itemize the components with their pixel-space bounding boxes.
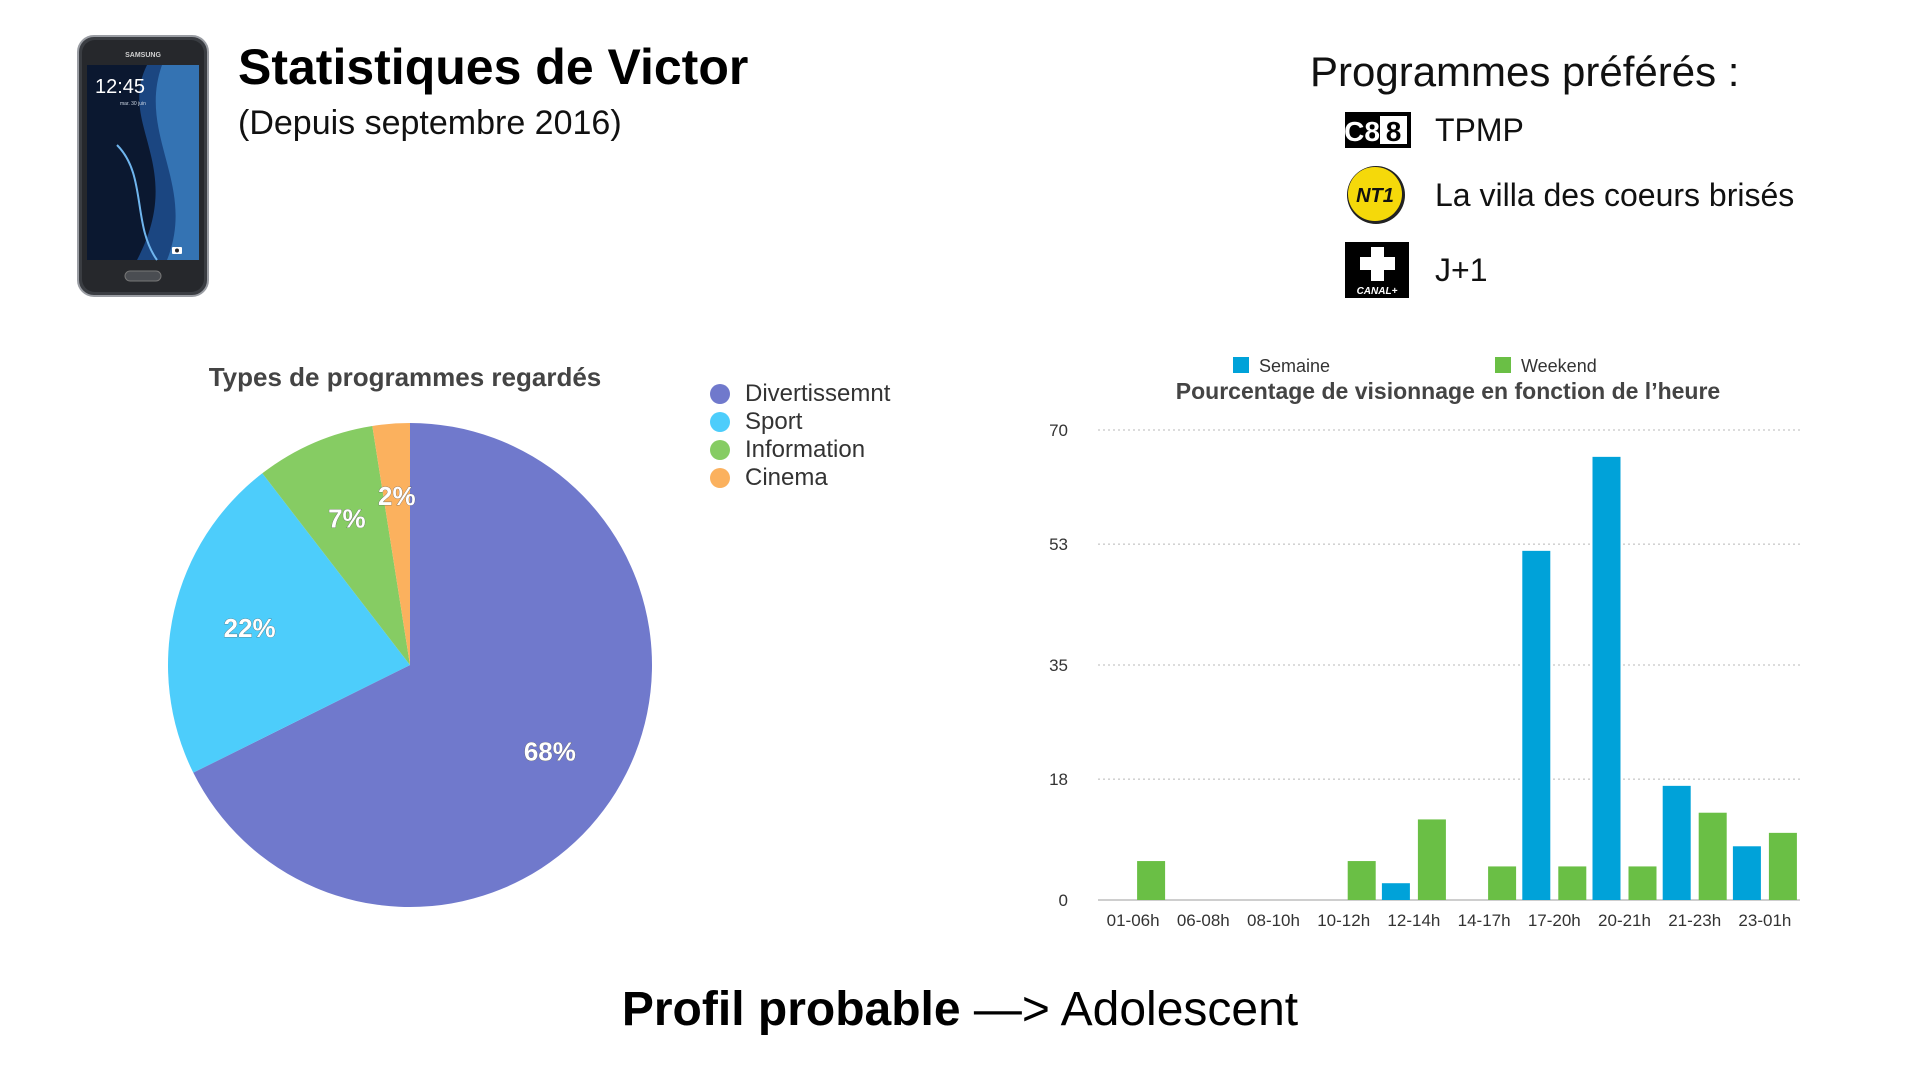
x-tick-label: 17-20h (1528, 911, 1581, 930)
favorite-item-tpmp: C8 8 TPMP (1345, 100, 1524, 160)
pie-legend-item-sport: Sport (710, 408, 890, 436)
x-tick-label: 01-06h (1107, 911, 1160, 930)
bar-semaine-17-20h (1522, 550, 1551, 900)
pie-slice-information (262, 425, 410, 665)
x-tick-label: 14-17h (1458, 911, 1511, 930)
favorites-title: Programmes préférés : (1310, 48, 1740, 95)
pie-legend-item-cinema: Cinema (710, 464, 890, 492)
pie-legend-swatch (710, 468, 730, 488)
page-title: Statistiques de Victor (238, 39, 749, 95)
bar-legend-swatch (1495, 357, 1511, 373)
pie-slice-cinema (372, 423, 410, 665)
pie-chart: 68% 22% 7% 2% (168, 423, 652, 907)
y-tick-label: 53 (1049, 535, 1068, 554)
phone-brand: SAMSUNG (125, 52, 161, 59)
pie-chart-title: Types de programmes regardés (208, 362, 602, 392)
pie-legend-label: Divertissemnt (745, 380, 891, 407)
x-tick-label: 12-14h (1387, 911, 1440, 930)
bar-legend-swatch (1233, 357, 1249, 373)
bar-weekend-14-17h (1488, 866, 1517, 900)
profile-label: Profil probable (621, 983, 961, 1036)
bar-semaine-21-23h (1662, 785, 1691, 900)
nt1-logo-text: NT1 (1356, 185, 1394, 207)
favorite-name-tpmp: TPMP (1435, 111, 1524, 148)
x-tick-label: 10-12h (1317, 911, 1370, 930)
pie-legend-label: Sport (745, 408, 803, 435)
pie-legend-item-divertissemnt: Divertissemnt (710, 380, 890, 408)
bar-weekend-10-12h (1347, 861, 1376, 900)
pie-legend-label: Information (745, 436, 866, 463)
y-tick-label: 35 (1049, 656, 1068, 675)
pie-slice-divertissemnt (193, 423, 652, 907)
pie-slice-sport (168, 473, 410, 773)
pie-label-sport: 22% (224, 613, 276, 643)
x-tick-label: 23-01h (1738, 911, 1791, 930)
home-button (124, 270, 162, 282)
favorite-item-j1: CANAL+ J+1 (1345, 240, 1487, 300)
canal-plus-logo-icon: CANAL+ (1345, 240, 1413, 300)
c8-logo-icon: C8 8 (1345, 100, 1413, 160)
bar-weekend-12-14h (1417, 819, 1446, 900)
c8-logo-letter: C8 (1345, 116, 1380, 147)
x-tick-label: 21-23h (1668, 911, 1721, 930)
pie-legend-swatch (710, 440, 730, 460)
bar-weekend-01-06h (1137, 861, 1166, 900)
profile-arrow: —> (973, 983, 1050, 1036)
svg-text:8: 8 (1386, 116, 1402, 147)
y-tick-label: 0 (1059, 891, 1068, 910)
favorite-name-j1: J+1 (1435, 251, 1488, 288)
canal-plus-logo-text: CANAL+ (1357, 286, 1398, 297)
y-tick-label: 70 (1049, 421, 1068, 440)
pie-label-divertissemnt: 68% (524, 737, 576, 767)
nt1-logo-icon: NT1 (1345, 165, 1413, 225)
profile-value: Adolescent (1060, 983, 1299, 1036)
favorite-item-villa: NT1 La villa des coeurs brisés (1345, 165, 1794, 225)
favorite-name-villa: La villa des coeurs brisés (1435, 176, 1795, 213)
bar-semaine-20-21h (1592, 456, 1621, 900)
profile-conclusion: Profil probable —> Adolescent (0, 982, 1920, 1037)
bar-weekend-20-21h (1628, 866, 1657, 900)
phone-image: SAMSUNG 12:45 mar. 30 juin (77, 35, 209, 297)
pie-legend-swatch (710, 412, 730, 432)
bar-legend-item-weekend: Weekend (1495, 356, 1597, 376)
x-tick-label: 08-10h (1247, 911, 1300, 930)
bar-weekend-17-20h (1558, 866, 1587, 900)
phone-time: 12:45 (95, 76, 145, 98)
bar-legend-item-semaine: Semaine (1233, 356, 1330, 376)
bar-chart-title: Pourcentage de visionnage en fonction de… (1176, 378, 1720, 404)
pie-legend-swatch (710, 384, 730, 404)
page-subtitle: (Depuis septembre 2016) (238, 104, 622, 142)
pie-label-cinema: 2% (378, 481, 416, 511)
bar-semaine-12-14h (1381, 883, 1410, 900)
x-tick-label: 20-21h (1598, 911, 1651, 930)
pie-legend-item-information: Information (710, 436, 890, 464)
x-tick-label: 06-08h (1177, 911, 1230, 930)
pie-legend: Divertissemnt Sport Information Cinema (710, 380, 890, 492)
bar-weekend-21-23h (1698, 812, 1727, 900)
phone-date: mar. 30 juin (120, 101, 146, 107)
pie-legend-label: Cinema (745, 464, 828, 491)
bar-legend-label: Weekend (1521, 356, 1597, 376)
y-tick-label: 18 (1049, 770, 1068, 789)
bar-semaine-23-01h (1732, 846, 1761, 900)
pie-label-information: 7% (328, 503, 366, 533)
bar-weekend-23-01h (1768, 832, 1797, 900)
bar-legend-label: Semaine (1259, 356, 1330, 376)
